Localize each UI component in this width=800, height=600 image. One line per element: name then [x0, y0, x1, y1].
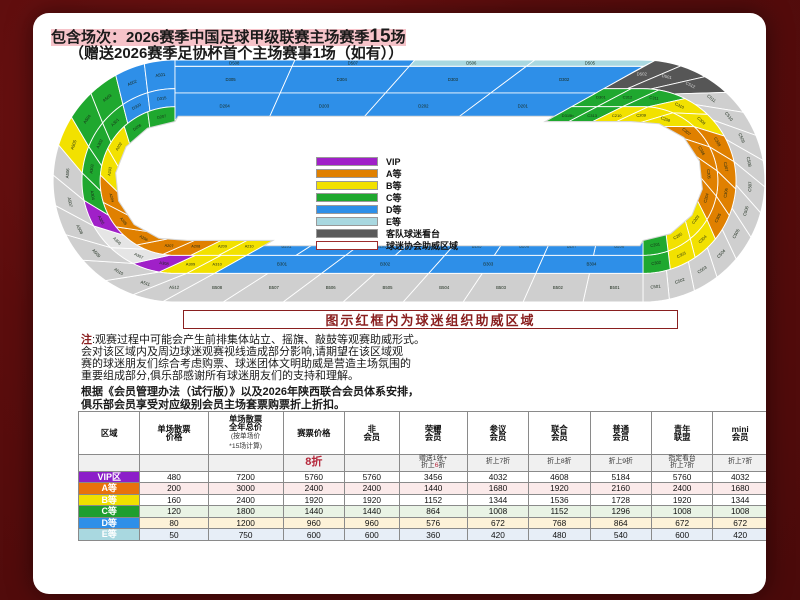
svg-text:A209: A209: [218, 244, 227, 248]
svg-text:A309: A309: [186, 261, 196, 266]
svg-text:D303: D303: [448, 77, 459, 82]
svg-text:D507: D507: [348, 60, 359, 65]
svg-text:D204: D204: [220, 103, 231, 108]
svg-text:C312: C312: [623, 95, 633, 100]
svg-text:A506: A506: [65, 168, 71, 179]
svg-text:B504: B504: [439, 285, 450, 290]
svg-text:D304: D304: [337, 77, 348, 82]
svg-text:B507: B507: [269, 285, 280, 290]
svg-text:D315b: D315b: [562, 113, 575, 118]
svg-text:D201: D201: [518, 103, 529, 108]
svg-text:D506: D506: [466, 60, 477, 65]
svg-text:C210: C210: [612, 113, 622, 118]
svg-text:A207: A207: [164, 244, 173, 249]
svg-text:D305: D305: [225, 77, 236, 82]
svg-text:D302: D302: [559, 77, 570, 82]
svg-text:D505: D505: [585, 60, 596, 65]
svg-text:B506: B506: [326, 285, 337, 290]
svg-text:B505: B505: [383, 285, 394, 290]
svg-text:B304: B304: [586, 261, 597, 266]
svg-text:A310: A310: [212, 261, 222, 266]
svg-text:D202: D202: [418, 103, 429, 108]
svg-text:C209: C209: [636, 113, 646, 118]
svg-text:B302: B302: [380, 261, 391, 266]
svg-text:D502: D502: [637, 71, 648, 76]
svg-text:B503: B503: [496, 285, 507, 290]
svg-text:B501: B501: [610, 285, 621, 290]
svg-text:B508: B508: [212, 285, 223, 290]
svg-text:C507: C507: [747, 181, 753, 192]
svg-text:B303: B303: [483, 261, 494, 266]
svg-text:C313: C313: [587, 113, 597, 118]
svg-text:D301: D301: [596, 95, 606, 100]
svg-text:D203: D203: [319, 103, 330, 108]
svg-text:A512: A512: [169, 285, 180, 290]
svg-text:B502: B502: [553, 285, 564, 290]
svg-text:B301: B301: [277, 261, 288, 266]
svg-text:A210: A210: [245, 244, 254, 248]
svg-text:A208: A208: [191, 244, 200, 248]
svg-text:D508: D508: [229, 60, 240, 65]
